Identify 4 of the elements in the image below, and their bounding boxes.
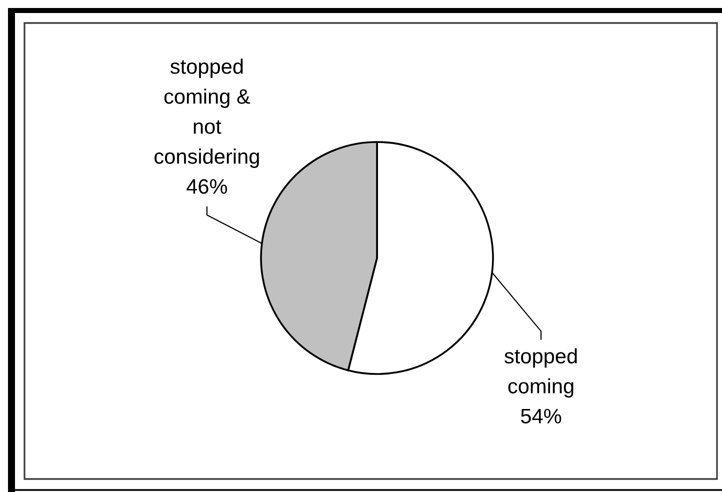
slice-label: stopped coming	[504, 348, 577, 398]
slice-label: stopped coming & not considering	[154, 58, 259, 168]
data-label: 46%	[186, 179, 228, 194]
data-label: 54%	[521, 408, 562, 424]
